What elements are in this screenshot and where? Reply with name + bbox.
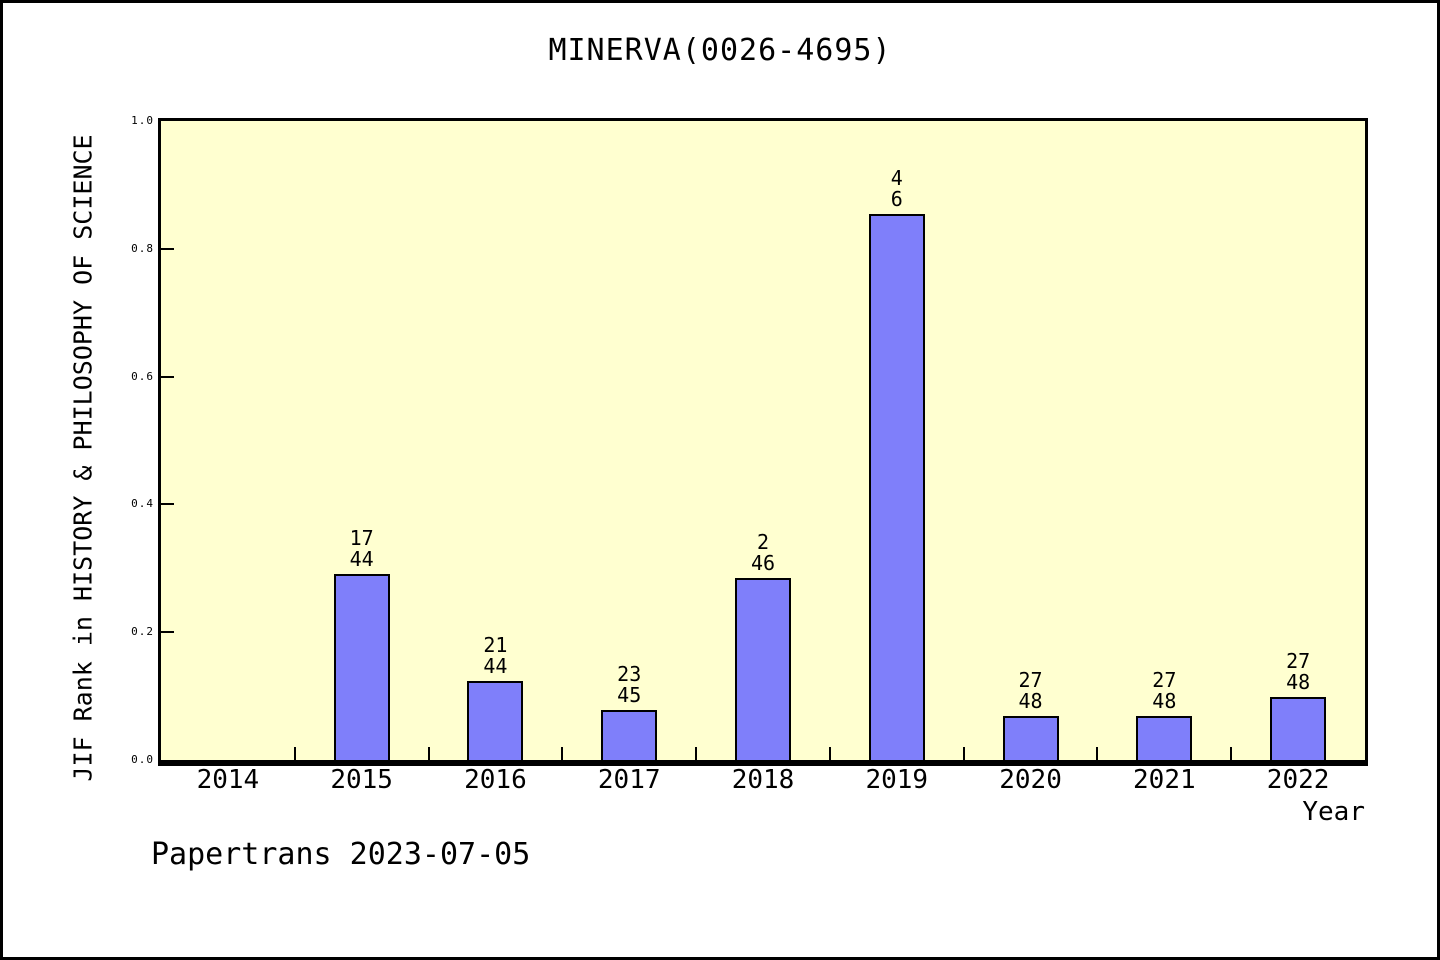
bar-2015 [333, 574, 390, 760]
bar-total: 48 [1286, 670, 1311, 694]
x-category-label: 2019 [865, 765, 929, 795]
y-tick-mark [161, 375, 174, 378]
y-tick-mark [161, 247, 174, 250]
chart-title: MINERVA(0026-4695) [548, 33, 892, 68]
y-tick-label: 1.0 [131, 114, 154, 127]
y-tick-label: 0.0 [131, 753, 154, 766]
x-axis-title: Year [1302, 797, 1365, 827]
watermark-text: Papertrans 2023-07-05 [151, 837, 531, 872]
x-tick-mark [1096, 747, 1099, 760]
bar-total: 46 [750, 551, 776, 575]
bar-total: 6 [890, 187, 903, 211]
y-tick-label: 0.8 [131, 241, 154, 255]
bar-2017 [601, 710, 658, 760]
x-category-label: 2015 [330, 765, 393, 795]
bar-rank: 4 [890, 166, 903, 190]
x-tick-mark [828, 747, 831, 760]
x-tick-mark [1230, 747, 1233, 760]
bar-value-label: 2 46 [703, 532, 823, 574]
y-tick-mark [161, 503, 174, 506]
bar-total: 48 [1018, 689, 1043, 713]
bar-2018 [735, 578, 791, 760]
bar-rank: 2 [756, 530, 770, 554]
x-tick-mark [561, 747, 564, 760]
bar-2021 [1136, 716, 1193, 760]
bar-rank: 21 [483, 633, 508, 657]
x-category-label: 2018 [731, 765, 795, 795]
x-tick-mark [962, 747, 965, 760]
bar-value-label: 27 48 [1104, 670, 1224, 712]
bar-value-label: 27 48 [1238, 651, 1358, 693]
bar-total: 48 [1152, 689, 1177, 713]
y-tick-label: 0.6 [131, 369, 154, 383]
x-category-label: 2020 [999, 765, 1062, 795]
bar-2020 [1002, 716, 1059, 760]
x-category-label: 2014 [196, 765, 260, 795]
bar-rank: 27 [1286, 649, 1311, 673]
bar-rank: 23 [617, 662, 642, 686]
bar-rank: 27 [1152, 668, 1177, 692]
bar-rank: 17 [349, 526, 374, 550]
y-tick-label: 0.4 [131, 497, 154, 511]
bar-total: 44 [349, 547, 374, 571]
bar-total: 45 [617, 683, 642, 707]
x-category-label: 2022 [1266, 765, 1330, 795]
bar-total: 44 [483, 654, 508, 678]
y-tick-mark [161, 631, 174, 634]
plot-area: 17 44 21 44 23 45 2 46 4 6 27 48 27 48 27 48 [158, 118, 1368, 766]
x-category-label: 2017 [597, 765, 661, 795]
y-tick-label: 0.2 [131, 625, 154, 639]
x-category-label: 2016 [464, 765, 527, 795]
bar-2019 [868, 214, 925, 760]
x-tick-mark [293, 747, 296, 760]
bar-value-label: 17 44 [302, 528, 422, 570]
bar-2016 [467, 681, 524, 760]
x-tick-mark [695, 747, 698, 760]
x-category-label: 2021 [1133, 765, 1196, 795]
bar-value-label: 21 44 [435, 635, 555, 677]
y-axis-title: JIF Rank in HISTORY & PHILOSOPHY OF SCIE… [68, 134, 98, 782]
x-tick-mark [427, 747, 430, 760]
bar-value-label: 27 48 [971, 670, 1091, 712]
bar-value-label: 23 45 [569, 664, 689, 706]
bar-rank: 27 [1018, 668, 1043, 692]
bar-2022 [1270, 697, 1327, 760]
